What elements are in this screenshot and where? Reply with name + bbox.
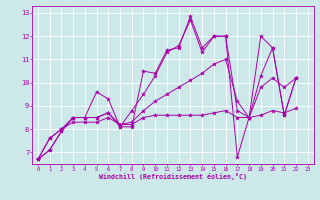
X-axis label: Windchill (Refroidissement éolien,°C): Windchill (Refroidissement éolien,°C) — [99, 173, 247, 180]
